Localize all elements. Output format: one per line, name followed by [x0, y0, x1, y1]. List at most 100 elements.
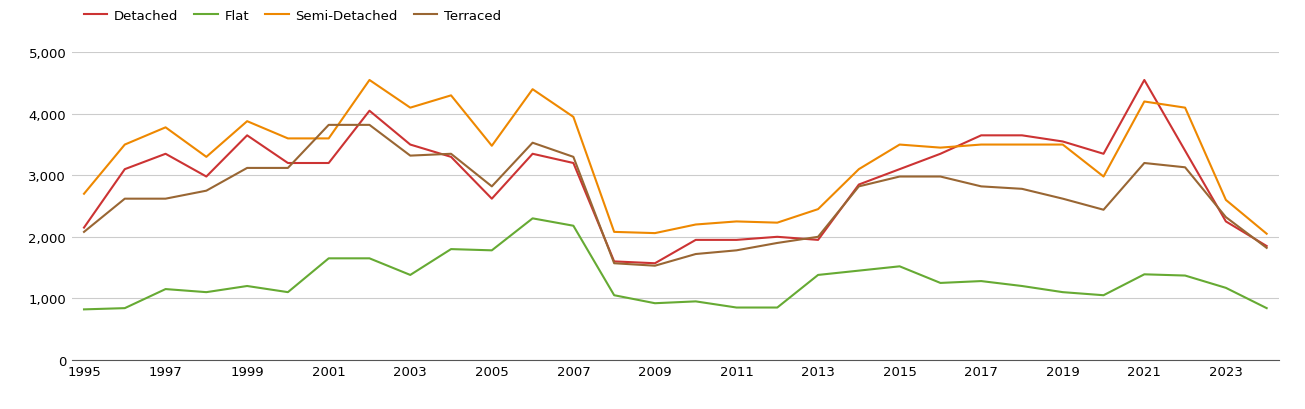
Flat — [1054, 290, 1070, 295]
Detached — [933, 152, 949, 157]
Semi-Detached — [239, 119, 254, 124]
Semi-Detached — [1259, 231, 1275, 236]
Terraced — [525, 141, 540, 146]
Semi-Detached — [607, 230, 622, 235]
Detached — [1218, 219, 1233, 224]
Semi-Detached — [770, 221, 786, 226]
Detached — [402, 143, 418, 148]
Terraced — [321, 123, 337, 128]
Terraced — [158, 197, 174, 202]
Line: Detached: Detached — [84, 81, 1267, 263]
Terraced — [1054, 197, 1070, 202]
Semi-Detached — [647, 231, 663, 236]
Semi-Detached — [688, 222, 703, 227]
Line: Flat: Flat — [84, 219, 1267, 310]
Flat — [484, 248, 500, 253]
Semi-Detached — [1014, 143, 1030, 148]
Terraced — [1218, 215, 1233, 220]
Detached — [76, 225, 91, 230]
Detached — [770, 235, 786, 240]
Semi-Detached — [158, 126, 174, 130]
Flat — [76, 307, 91, 312]
Semi-Detached — [933, 146, 949, 151]
Terraced — [851, 184, 867, 189]
Detached — [117, 167, 133, 172]
Terraced — [239, 166, 254, 171]
Flat — [810, 273, 826, 278]
Semi-Detached — [117, 143, 133, 148]
Semi-Detached — [361, 78, 377, 83]
Flat — [688, 299, 703, 304]
Terraced — [688, 252, 703, 257]
Terraced — [933, 175, 949, 180]
Detached — [525, 152, 540, 157]
Flat — [1137, 272, 1152, 277]
Flat — [321, 256, 337, 261]
Flat — [158, 287, 174, 292]
Flat — [607, 293, 622, 298]
Detached — [1014, 133, 1030, 138]
Semi-Detached — [891, 143, 907, 148]
Detached — [891, 167, 907, 172]
Detached — [647, 261, 663, 266]
Semi-Detached — [1054, 143, 1070, 148]
Terraced — [565, 155, 581, 160]
Detached — [158, 152, 174, 157]
Detached — [444, 155, 459, 160]
Semi-Detached — [1218, 198, 1233, 203]
Flat — [402, 273, 418, 278]
Flat — [525, 216, 540, 221]
Flat — [851, 269, 867, 274]
Flat — [1014, 284, 1030, 289]
Detached — [607, 259, 622, 264]
Terraced — [728, 248, 744, 253]
Detached — [974, 133, 989, 138]
Terraced — [974, 184, 989, 189]
Semi-Detached — [851, 167, 867, 172]
Detached — [1137, 78, 1152, 83]
Detached — [688, 238, 703, 243]
Terraced — [76, 230, 91, 235]
Semi-Detached — [484, 144, 500, 149]
Semi-Detached — [525, 88, 540, 92]
Semi-Detached — [402, 106, 418, 111]
Terraced — [361, 123, 377, 128]
Terraced — [647, 264, 663, 269]
Flat — [1218, 285, 1233, 290]
Terraced — [1259, 246, 1275, 251]
Line: Semi-Detached: Semi-Detached — [84, 81, 1267, 234]
Detached — [484, 197, 500, 202]
Line: Terraced: Terraced — [84, 126, 1267, 266]
Terraced — [770, 241, 786, 246]
Semi-Detached — [1096, 175, 1112, 180]
Flat — [1259, 306, 1275, 311]
Semi-Detached — [1137, 100, 1152, 105]
Detached — [1096, 152, 1112, 157]
Flat — [647, 301, 663, 306]
Terraced — [402, 154, 418, 159]
Flat — [891, 264, 907, 269]
Flat — [565, 224, 581, 229]
Detached — [239, 133, 254, 138]
Detached — [1259, 244, 1275, 249]
Terraced — [1177, 165, 1193, 170]
Flat — [728, 305, 744, 310]
Flat — [281, 290, 296, 295]
Detached — [198, 175, 214, 180]
Terraced — [1014, 187, 1030, 192]
Flat — [117, 306, 133, 311]
Terraced — [117, 197, 133, 202]
Flat — [770, 305, 786, 310]
Semi-Detached — [565, 115, 581, 120]
Flat — [361, 256, 377, 261]
Terraced — [1096, 208, 1112, 213]
Detached — [565, 161, 581, 166]
Flat — [1177, 273, 1193, 278]
Detached — [321, 161, 337, 166]
Semi-Detached — [444, 94, 459, 99]
Semi-Detached — [1177, 106, 1193, 111]
Terraced — [198, 189, 214, 194]
Terraced — [607, 261, 622, 266]
Detached — [281, 161, 296, 166]
Semi-Detached — [198, 155, 214, 160]
